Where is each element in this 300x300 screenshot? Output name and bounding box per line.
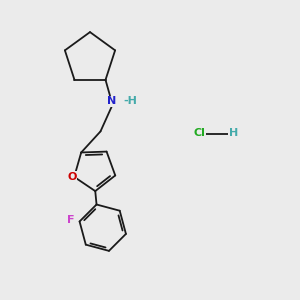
Text: N: N: [107, 96, 116, 106]
Text: H: H: [230, 128, 238, 139]
Text: F: F: [68, 215, 75, 225]
Text: O: O: [67, 172, 76, 182]
Text: Cl: Cl: [194, 128, 206, 139]
Text: -H: -H: [123, 95, 137, 106]
